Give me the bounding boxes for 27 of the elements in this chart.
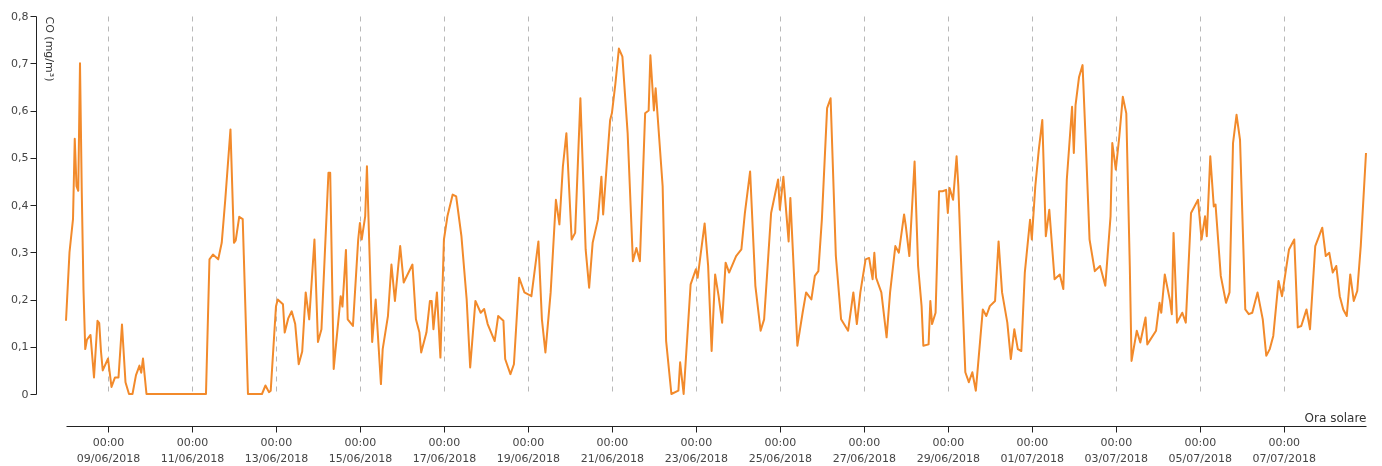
x-tick-label: 00:00 27/06/2018: [832, 435, 897, 465]
x-axis-title: Ora solare: [1304, 410, 1367, 425]
x-tick-label: 00:00 15/06/2018: [328, 435, 393, 465]
x-tick-label: 00:00 17/06/2018: [412, 435, 477, 465]
y-tick-label: 0,2: [11, 293, 29, 306]
x-tick-label: 00:00 23/06/2018: [664, 435, 729, 465]
x-tick-label: 00:00 11/06/2018: [160, 435, 225, 465]
line-series: [65, 47, 1367, 395]
x-tick-label: 00:00 21/06/2018: [580, 435, 645, 465]
x-tick-label: 00:00 25/06/2018: [748, 435, 813, 465]
x-tick-label: 00:00 03/07/2018: [1084, 435, 1148, 465]
x-tick-label: 00:00 13/06/2018: [244, 435, 309, 465]
x-tick-label: 00:00 19/06/2018: [496, 435, 561, 465]
x-tick-label: 00:00 07/07/2018: [1252, 435, 1316, 465]
y-tick-label: 0,5: [11, 151, 29, 165]
y-tick-label: 0,1: [11, 340, 29, 354]
y-axis-title: CO (mg/m³): [42, 16, 56, 82]
y-tick-label: 0,3: [11, 245, 29, 259]
x-tick-label: 00:00 09/06/2018: [76, 435, 141, 465]
y-tick-label: 0,4: [11, 198, 29, 212]
x-tick-label: 00:00 05/07/2018: [1168, 435, 1232, 465]
x-tick-label: 00:00 01/07/2018: [1000, 435, 1065, 465]
y-tick-label: 0,7: [11, 56, 29, 70]
y-tick-label: 0,8: [11, 9, 29, 23]
y-tick-label: 0: [21, 387, 29, 401]
y-tick-label: 0,6: [11, 104, 29, 117]
x-tick-label: 00:00 29/06/2018: [916, 435, 981, 465]
